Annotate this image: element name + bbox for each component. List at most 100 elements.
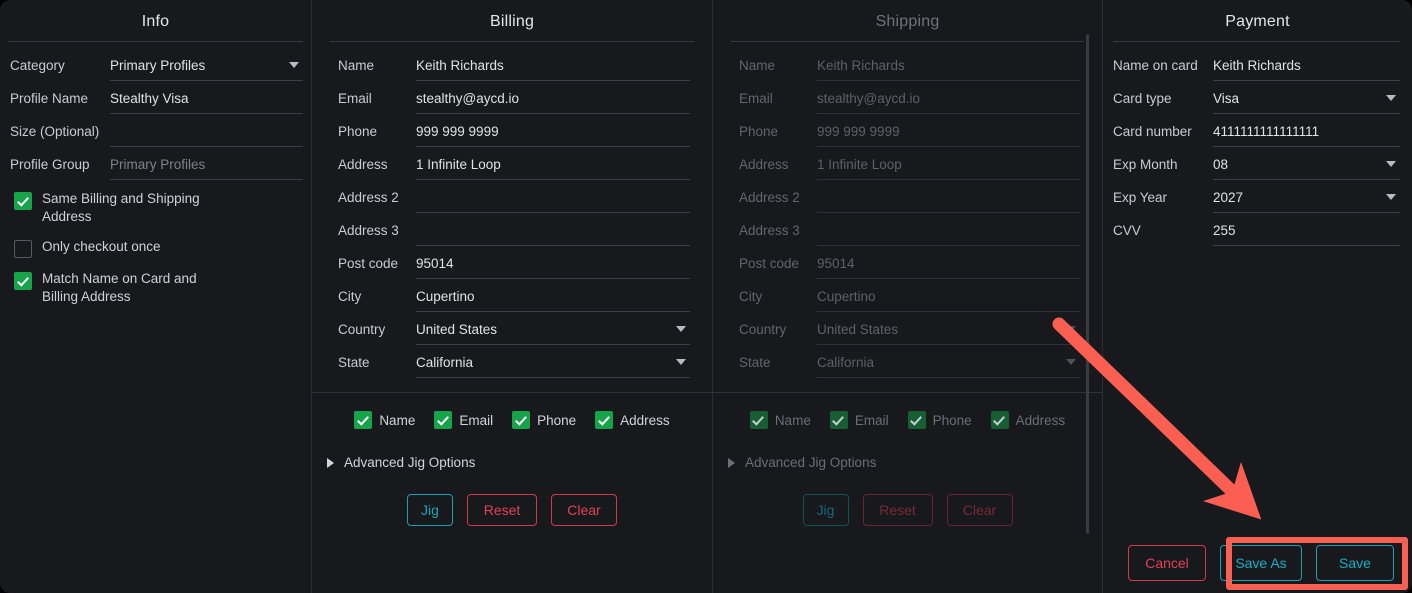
- checkbox-only-checkout-once[interactable]: Only checkout once: [14, 238, 311, 258]
- label-shipping-city: City: [739, 289, 763, 304]
- label-billing-address: Address: [338, 157, 388, 172]
- field-row-shipping-country: Country United States: [739, 312, 1080, 345]
- shipping-scrollbar[interactable]: [1086, 34, 1089, 534]
- jig-checkbox-label: Name: [774, 412, 811, 428]
- column-payment: Payment Name on card Keith Richards Card…: [1102, 0, 1412, 593]
- payment-fields: Name on card Keith Richards Card type Vi…: [1103, 42, 1412, 246]
- label-shipping-state: State: [739, 355, 771, 370]
- checkbox-checked-icon: [14, 192, 32, 210]
- triangle-right-icon: [728, 457, 735, 468]
- select-billing-state[interactable]: California: [416, 351, 690, 378]
- advanced-jig-options-label: Advanced Jig Options: [745, 455, 877, 470]
- label-billing-address2: Address 2: [338, 190, 399, 205]
- input-profile-name[interactable]: Stealthy Visa: [110, 87, 303, 114]
- input-billing-postcode[interactable]: 95014: [416, 252, 690, 279]
- jig-checkbox-label: Address: [620, 412, 670, 428]
- field-row-billing-email: Email stealthy@aycd.io: [338, 81, 690, 114]
- checkbox-same-billing-shipping[interactable]: Same Billing and Shipping Address: [14, 190, 311, 226]
- chevron-down-icon: [676, 326, 686, 332]
- shipping-section-divider: [713, 392, 1102, 393]
- label-billing-phone: Phone: [338, 124, 378, 139]
- field-row-profile-group: Profile Group Primary Profiles: [10, 147, 303, 180]
- input-size[interactable]: [110, 120, 303, 147]
- value-category: Primary Profiles: [110, 58, 206, 73]
- select-billing-country[interactable]: United States: [416, 318, 690, 345]
- value-shipping-country: United States: [817, 322, 899, 337]
- field-row-category: Category Primary Profiles: [10, 48, 303, 81]
- info-fields: Category Primary Profiles Profile Name S…: [0, 42, 311, 180]
- column-shipping: Shipping Name Keith Richards Email steal…: [712, 0, 1102, 593]
- shipping-reset-button: Reset: [862, 494, 933, 526]
- input-billing-email[interactable]: stealthy@aycd.io: [416, 87, 690, 114]
- input-card-number[interactable]: 4111111111111111: [1213, 120, 1400, 147]
- label-billing-name: Name: [338, 58, 375, 73]
- field-row-size: Size (Optional): [10, 114, 303, 147]
- input-billing-name[interactable]: Keith Richards: [416, 54, 690, 81]
- jig-checkbox-phone[interactable]: Phone: [512, 411, 576, 429]
- label-card-number: Card number: [1113, 124, 1192, 139]
- field-row-card-number: Card number 4111111111111111: [1113, 114, 1400, 147]
- value-shipping-address: 1 Infinite Loop: [817, 157, 902, 172]
- billing-clear-button[interactable]: Clear: [551, 494, 617, 526]
- triangle-right-icon: [327, 457, 334, 468]
- chevron-down-icon: [1386, 194, 1396, 200]
- billing-jig-button[interactable]: Jig: [407, 494, 453, 526]
- checkbox-match-name-on-card[interactable]: Match Name on Card and Billing Address: [14, 270, 311, 306]
- value-cvv: 255: [1213, 223, 1236, 238]
- title-divider: [731, 41, 1084, 42]
- cancel-button[interactable]: Cancel: [1128, 545, 1206, 581]
- value-card-type: Visa: [1213, 91, 1240, 106]
- title-divider: [8, 41, 303, 42]
- title-divider: [330, 41, 694, 42]
- billing-advanced-jig-options-toggle[interactable]: Advanced Jig Options: [312, 429, 712, 470]
- billing-action-buttons: Jig Reset Clear: [312, 470, 712, 526]
- label-category: Category: [10, 58, 65, 73]
- label-billing-email: Email: [338, 91, 372, 106]
- input-name-on-card[interactable]: Keith Richards: [1213, 54, 1400, 81]
- input-billing-address3[interactable]: [416, 219, 690, 246]
- input-category[interactable]: Primary Profiles: [110, 54, 303, 81]
- field-row-billing-address: Address 1 Infinite Loop: [338, 147, 690, 180]
- field-row-shipping-name: Name Keith Richards: [739, 48, 1080, 81]
- jig-checkbox-name[interactable]: Name: [354, 411, 415, 429]
- label-billing-postcode: Post code: [338, 256, 399, 271]
- save-button[interactable]: Save: [1316, 545, 1394, 581]
- input-cvv[interactable]: 255: [1213, 219, 1400, 246]
- input-shipping-phone: 999 999 9999: [817, 120, 1080, 147]
- input-billing-city[interactable]: Cupertino: [416, 285, 690, 312]
- label-billing-city: City: [338, 289, 362, 304]
- advanced-jig-options-label: Advanced Jig Options: [344, 455, 476, 470]
- value-shipping-state: California: [817, 355, 875, 370]
- jig-checkbox-email[interactable]: Email: [434, 411, 493, 429]
- label-profile-name: Profile Name: [10, 91, 89, 106]
- save-as-button[interactable]: Save As: [1220, 545, 1302, 581]
- label-billing-address3: Address 3: [338, 223, 399, 238]
- label-size: Size (Optional): [10, 124, 100, 139]
- chevron-down-icon: [289, 62, 299, 68]
- billing-fields: Name Keith Richards Email stealthy@aycd.…: [312, 42, 712, 378]
- value-shipping-city: Cupertino: [817, 289, 876, 304]
- shipping-action-buttons: Jig Reset Clear: [713, 470, 1102, 526]
- checkbox-checked-icon: [595, 411, 614, 429]
- checkbox-checked-icon: [434, 411, 453, 429]
- shipping-fields: Name Keith Richards Email stealthy@aycd.…: [713, 42, 1102, 378]
- field-row-billing-city: City Cupertino: [338, 279, 690, 312]
- select-card-type[interactable]: Visa: [1213, 87, 1400, 114]
- jig-checkbox-email: Email: [829, 411, 889, 429]
- input-billing-phone[interactable]: 999 999 9999: [416, 120, 690, 147]
- label-card-type: Card type: [1113, 91, 1172, 106]
- jig-checkbox-address[interactable]: Address: [595, 411, 670, 429]
- billing-reset-button[interactable]: Reset: [467, 494, 537, 526]
- input-profile-group[interactable]: Primary Profiles: [110, 153, 303, 180]
- value-billing-country: United States: [416, 322, 498, 337]
- select-exp-month[interactable]: 08: [1213, 153, 1400, 180]
- input-billing-address2[interactable]: [416, 186, 690, 213]
- field-row-name-on-card: Name on card Keith Richards: [1113, 48, 1400, 81]
- select-exp-year[interactable]: 2027: [1213, 186, 1400, 213]
- input-billing-address[interactable]: 1 Infinite Loop: [416, 153, 690, 180]
- field-row-cvv: CVV 255: [1113, 213, 1400, 246]
- field-row-shipping-address2: Address 2: [739, 180, 1080, 213]
- column-title-shipping: Shipping: [875, 13, 940, 30]
- jig-checkbox-name: Name: [749, 411, 811, 429]
